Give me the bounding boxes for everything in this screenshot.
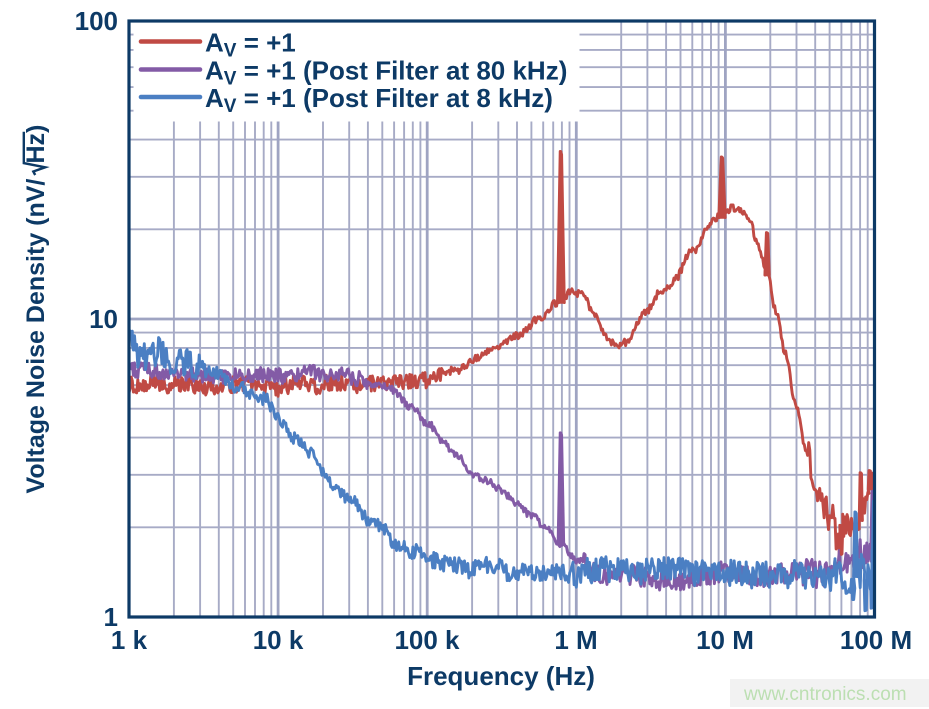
svg-text:1: 1 [104, 602, 118, 632]
svg-text:1 M: 1 M [554, 625, 597, 655]
svg-text:100: 100 [75, 6, 118, 36]
svg-text:AV = +1 (Post Filter at 80 kHz: AV = +1 (Post Filter at 80 kHz) [205, 56, 567, 90]
svg-text:100 M: 100 M [840, 625, 912, 655]
svg-text:10 k: 10 k [253, 625, 304, 655]
svg-text:1 k: 1 k [111, 625, 148, 655]
svg-text:Hz): Hz) [22, 125, 50, 164]
svg-text:Frequency (Hz): Frequency (Hz) [407, 661, 595, 691]
svg-text:Voltage Noise Density (nV/: Voltage Noise Density (nV/ [22, 179, 50, 494]
svg-text:AV = +1 (Post Filter at 8 kHz): AV = +1 (Post Filter at 8 kHz) [205, 83, 553, 117]
svg-text:AV = +1: AV = +1 [205, 28, 296, 62]
svg-text:10 M: 10 M [696, 625, 754, 655]
svg-text:100 k: 100 k [394, 625, 460, 655]
svg-text:www.cntronics.com: www.cntronics.com [743, 684, 907, 705]
svg-text:10: 10 [89, 304, 118, 334]
